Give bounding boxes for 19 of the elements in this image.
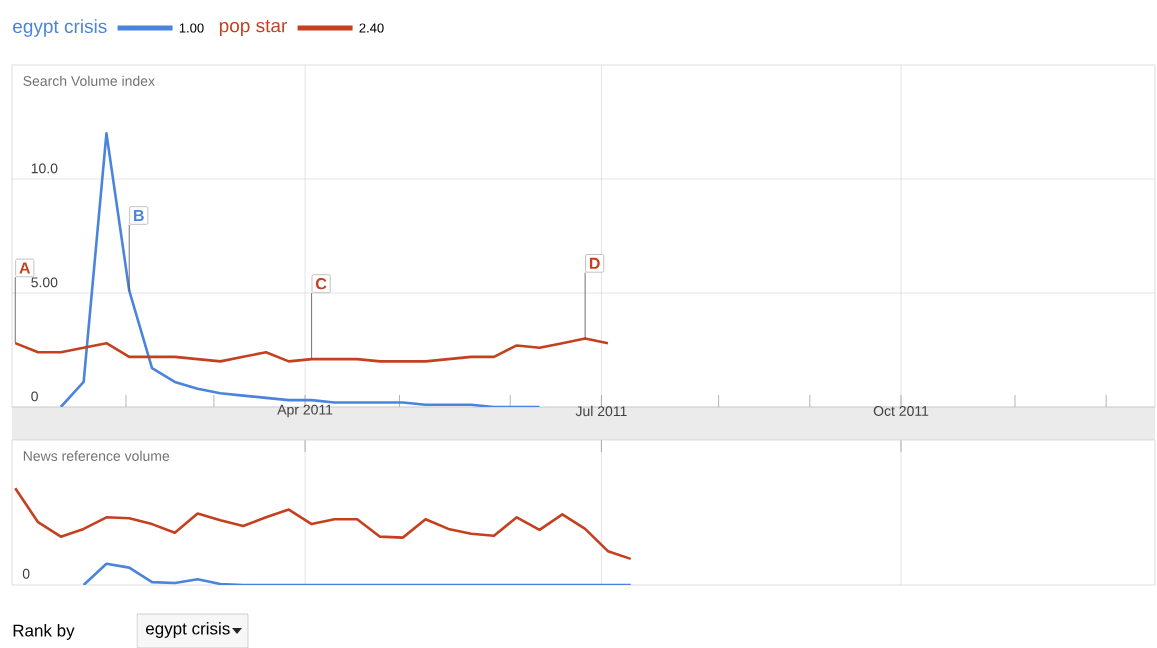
text: Rank by xyxy=(13,624,75,640)
x-tick-label: Oct 2011 xyxy=(873,406,929,416)
annotation: 0 xyxy=(22,568,30,579)
text: egypt crisis xyxy=(146,622,230,638)
y-tick-label: 10.0 xyxy=(31,163,58,174)
annotation: B xyxy=(134,209,144,221)
annotation: C xyxy=(315,278,327,290)
y-tick-label: 5.00 xyxy=(31,277,58,288)
annotation: A xyxy=(19,262,31,274)
x-tick-label: Jul 2011 xyxy=(575,405,627,417)
y-tick-label: 0 xyxy=(31,391,38,402)
text: 1.00 xyxy=(179,23,204,33)
text: 2.40 xyxy=(359,23,384,33)
legend-label: egypt crisis xyxy=(13,19,107,37)
x-tick-label: Apr 2011 xyxy=(277,404,333,418)
y-axis-title: Search Volume index xyxy=(23,75,155,86)
annotation: D xyxy=(589,257,600,269)
y-axis-title: News reference volume xyxy=(23,450,170,461)
legend-label: pop star xyxy=(219,19,287,37)
